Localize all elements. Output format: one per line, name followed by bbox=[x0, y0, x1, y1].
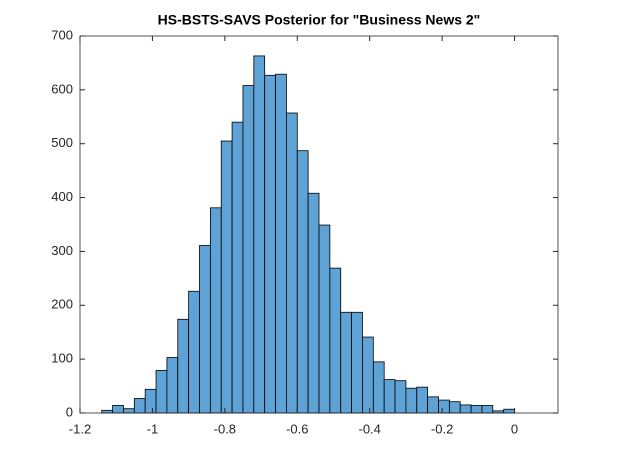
bar bbox=[101, 409, 113, 414]
bar bbox=[394, 380, 407, 414]
bar bbox=[220, 140, 233, 414]
x-tick-label: 0 bbox=[511, 421, 518, 436]
x-tick-label: -0.2 bbox=[431, 421, 453, 436]
bar bbox=[470, 405, 483, 414]
bar bbox=[166, 357, 179, 414]
bar bbox=[372, 361, 385, 414]
bar bbox=[264, 74, 276, 414]
bar bbox=[448, 401, 461, 414]
bar bbox=[329, 267, 342, 414]
x-tick-label: -1 bbox=[147, 421, 159, 436]
bar bbox=[242, 85, 255, 414]
bar bbox=[296, 150, 309, 414]
bar bbox=[459, 404, 472, 414]
y-tick-label: 200 bbox=[51, 297, 73, 312]
bar bbox=[405, 387, 418, 414]
y-tick-label: 100 bbox=[51, 351, 73, 366]
bar bbox=[188, 290, 200, 414]
bar bbox=[286, 112, 298, 414]
x-tick-label: -0.4 bbox=[358, 421, 380, 436]
bar bbox=[427, 396, 439, 414]
x-tick-label: -0.8 bbox=[214, 421, 236, 436]
y-tick-label: 500 bbox=[51, 135, 73, 150]
bar bbox=[416, 386, 429, 414]
bar bbox=[275, 73, 287, 414]
bar bbox=[123, 408, 135, 414]
axes-box bbox=[79, 35, 559, 414]
bar bbox=[351, 311, 363, 414]
bar bbox=[231, 121, 244, 414]
y-tick-label: 700 bbox=[51, 27, 73, 42]
bar bbox=[253, 55, 266, 414]
bar bbox=[481, 405, 494, 414]
y-tick-label: 400 bbox=[51, 189, 73, 204]
y-tick-label: 0 bbox=[66, 404, 73, 419]
x-tick-label: -0.6 bbox=[286, 421, 308, 436]
chart-title: HS-BSTS-SAVS Posterior for "Business New… bbox=[158, 12, 481, 28]
bar bbox=[177, 318, 190, 414]
bar bbox=[199, 245, 211, 414]
bar bbox=[112, 405, 124, 414]
bar bbox=[383, 379, 396, 414]
bar bbox=[340, 311, 352, 414]
bar bbox=[133, 398, 146, 414]
bar bbox=[362, 336, 374, 414]
bar bbox=[209, 207, 222, 414]
bar bbox=[438, 399, 450, 414]
x-tick-label: -1.2 bbox=[69, 421, 91, 436]
bar bbox=[307, 192, 320, 414]
bar bbox=[155, 370, 168, 414]
y-tick-label: 600 bbox=[51, 81, 73, 96]
bar bbox=[318, 224, 331, 414]
bar bbox=[503, 408, 515, 414]
bar bbox=[144, 388, 157, 414]
y-tick-label: 300 bbox=[51, 243, 73, 258]
